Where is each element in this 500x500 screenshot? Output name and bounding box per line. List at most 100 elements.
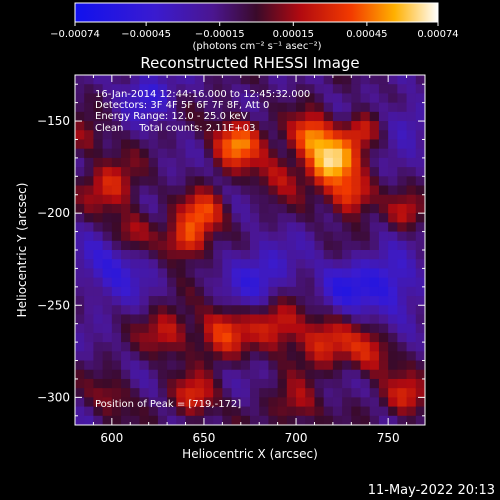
heatmap-cell — [342, 157, 352, 168]
heatmap-cell — [167, 342, 177, 352]
heatmap-cell — [185, 332, 196, 343]
heatmap-cell — [139, 415, 150, 425]
heatmap-cell — [84, 222, 95, 233]
heatmap-cell — [194, 176, 205, 187]
heatmap-cell — [406, 176, 417, 187]
heatmap-cell — [84, 130, 95, 141]
heatmap-cell — [111, 121, 122, 131]
heatmap-cell — [342, 305, 352, 316]
heatmap-cell — [388, 185, 398, 196]
heatmap-cell — [148, 222, 159, 233]
heatmap-cell — [75, 296, 85, 306]
heatmap-cell — [102, 130, 113, 141]
heatmap-cell — [93, 213, 104, 223]
heatmap-cell — [75, 268, 85, 279]
heatmap-cell — [167, 231, 177, 242]
heatmap-cell — [185, 369, 196, 380]
heatmap-cell — [296, 111, 306, 122]
heatmap-cell — [139, 378, 150, 389]
heatmap-cell — [314, 360, 325, 371]
heatmap-cell — [157, 360, 168, 371]
heatmap-cell — [332, 360, 343, 371]
heatmap-cell — [222, 139, 233, 150]
heatmap-cell — [111, 323, 122, 334]
heatmap-cell — [93, 176, 104, 187]
heatmap-cell — [388, 332, 398, 343]
heatmap-cell — [121, 84, 131, 95]
heatmap-cell — [139, 277, 150, 288]
heatmap-cell — [259, 185, 270, 196]
heatmap-cell — [139, 194, 150, 205]
heatmap-cell — [222, 314, 233, 325]
heatmap-cell — [323, 93, 334, 104]
heatmap-cell — [388, 157, 398, 168]
heatmap-cell — [250, 250, 260, 260]
heatmap-cell — [277, 378, 288, 389]
heatmap-cell — [360, 286, 371, 297]
heatmap-cell — [194, 415, 205, 425]
heatmap-cell — [259, 167, 270, 177]
heatmap-cell — [222, 360, 233, 371]
heatmap-cell — [240, 369, 251, 380]
heatmap-cell — [167, 185, 177, 196]
heatmap-cells — [75, 75, 425, 425]
heatmap-cell — [222, 369, 233, 380]
heatmap-cell — [203, 305, 214, 316]
heatmap-cell — [84, 296, 95, 306]
heatmap-cell — [194, 296, 205, 306]
heatmap-cell — [268, 111, 279, 122]
heatmap-cell — [139, 268, 150, 279]
heatmap-cell — [139, 323, 150, 334]
heatmap-cell — [75, 111, 85, 122]
heatmap-cell — [84, 231, 95, 242]
heatmap-cell — [378, 250, 389, 260]
heatmap-cell — [369, 130, 380, 141]
heatmap-cell — [296, 250, 306, 260]
heatmap-cell — [332, 176, 343, 187]
heatmap-cell — [369, 369, 380, 380]
heatmap-cell — [314, 415, 325, 425]
heatmap-cell — [406, 351, 417, 362]
heatmap-cell — [240, 259, 251, 270]
heatmap-cell — [157, 157, 168, 168]
heatmap-cell — [84, 369, 95, 380]
heatmap-cell — [268, 351, 279, 362]
heatmap-cell — [351, 203, 362, 214]
heatmap-cell — [378, 222, 389, 233]
heatmap-cell — [84, 268, 95, 279]
heatmap-cell — [121, 305, 131, 316]
heatmap-cell — [406, 369, 417, 380]
heatmap-cell — [406, 250, 417, 260]
heatmap-cell — [231, 314, 242, 325]
heatmap-cell — [75, 397, 85, 408]
heatmap-cell — [388, 213, 398, 223]
heatmap-cell — [148, 157, 159, 168]
heatmap-cell — [167, 415, 177, 425]
heatmap-cell — [360, 75, 371, 85]
heatmap-cell — [332, 286, 343, 297]
heatmap-cell — [250, 111, 260, 122]
heatmap-cell — [130, 111, 141, 122]
heatmap-cell — [75, 93, 85, 104]
heatmap-cell — [314, 305, 325, 316]
heatmap-cell — [378, 342, 389, 352]
heatmap-cell — [203, 139, 214, 150]
heatmap-cell — [139, 84, 150, 95]
heatmap-cell — [259, 176, 270, 187]
heatmap-cell — [397, 360, 408, 371]
heatmap-cell — [102, 75, 113, 85]
heatmap-cell — [415, 406, 425, 417]
heatmap-cell — [360, 378, 371, 389]
heatmap-cell — [93, 406, 104, 417]
heatmap-cell — [277, 121, 288, 131]
heatmap-cell — [84, 139, 95, 150]
colorbar-tick-label: 0.00015 — [273, 29, 314, 40]
heatmap-cell — [388, 305, 398, 316]
annotation-time-range: 16-Jan-2014 12:44:16.000 to 12:45:32.000 — [95, 89, 310, 100]
heatmap-cell — [84, 378, 95, 389]
heatmap-cell — [388, 286, 398, 297]
heatmap-cell — [121, 277, 131, 288]
heatmap-cell — [222, 203, 233, 214]
heatmap-cell — [213, 286, 223, 297]
heatmap-cell — [397, 93, 408, 104]
